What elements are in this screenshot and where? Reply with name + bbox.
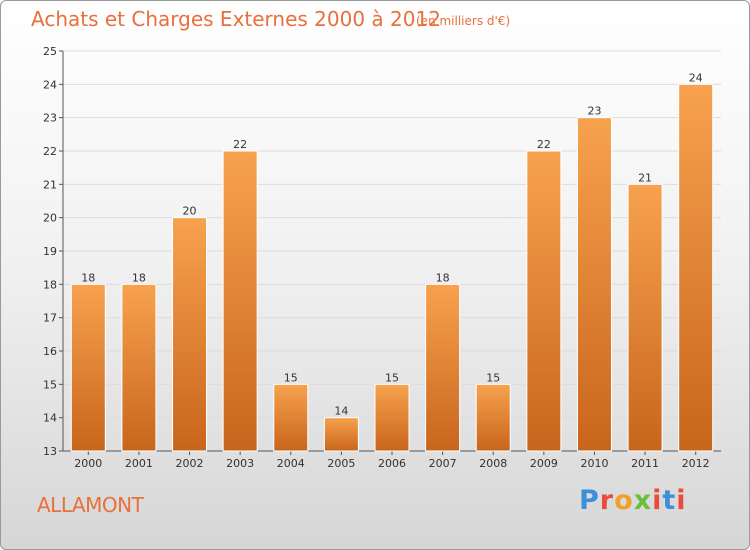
data-label-2003: 22 <box>233 138 247 151</box>
bar-2012 <box>678 83 714 452</box>
bar-2007 <box>425 283 461 452</box>
y-tick-label: 13 <box>43 445 57 458</box>
bar-2006 <box>374 383 410 452</box>
data-label-2001: 18 <box>132 271 146 284</box>
chart-title: Achats et Charges Externes 2000 à 2012 <box>31 7 441 31</box>
x-tick-label-2002: 2002 <box>176 457 204 470</box>
data-label-2012: 24 <box>689 71 703 84</box>
data-label-2006: 15 <box>385 371 399 384</box>
x-tick-label-2001: 2001 <box>125 457 153 470</box>
x-tick-label-2008: 2008 <box>479 457 507 470</box>
bar-2010 <box>576 117 612 452</box>
x-tick-label-2010: 2010 <box>580 457 608 470</box>
y-tick-label: 24 <box>43 78 57 91</box>
data-label-2009: 22 <box>537 138 551 151</box>
x-tick-label-2005: 2005 <box>327 457 355 470</box>
x-tick-label-2007: 2007 <box>429 457 457 470</box>
y-tick-label: 21 <box>43 178 57 191</box>
x-tick-label-2000: 2000 <box>74 457 102 470</box>
x-tick-label-2006: 2006 <box>378 457 406 470</box>
data-label-2000: 18 <box>81 271 95 284</box>
y-tick-label: 19 <box>43 245 57 258</box>
commune-name: ALLAMONT <box>37 493 144 517</box>
y-tick-label: 18 <box>43 278 57 291</box>
bar-2008 <box>475 383 511 452</box>
bar-2004 <box>273 383 309 452</box>
proxiti-logo[interactable]: Proxiti <box>579 485 687 516</box>
bar-2009 <box>526 150 562 452</box>
data-label-2005: 14 <box>334 405 348 418</box>
data-label-2008: 15 <box>486 371 500 384</box>
data-label-2011: 21 <box>638 171 652 184</box>
y-tick-label: 25 <box>43 45 57 58</box>
y-tick-label: 17 <box>43 312 57 325</box>
data-label-2002: 20 <box>183 205 197 218</box>
x-tick-label-2009: 2009 <box>530 457 558 470</box>
y-tick-label: 22 <box>43 145 57 158</box>
bar-2002 <box>172 217 208 452</box>
bar-2001 <box>121 283 157 452</box>
bar-2011 <box>627 183 663 452</box>
bar-2005 <box>323 417 359 452</box>
bar-2000 <box>70 283 106 452</box>
y-tick-label: 15 <box>43 378 57 391</box>
y-tick-label: 14 <box>43 412 57 425</box>
x-tick-label-2004: 2004 <box>277 457 305 470</box>
data-label-2004: 15 <box>284 371 298 384</box>
y-tick-label: 20 <box>43 212 57 225</box>
axes: 13 14 15 16 17 18 19 20 21 22 23 24 25 2000 2001 2002 20… <box>43 45 721 470</box>
data-labels: 18 18 20 22 15 14 15 18 15 22 23 21 24 <box>81 71 702 417</box>
data-label-2007: 18 <box>436 271 450 284</box>
y-tick-label: 16 <box>43 345 57 358</box>
x-tick-label-2012: 2012 <box>682 457 710 470</box>
y-tick-label: 23 <box>43 112 57 125</box>
data-label-2010: 23 <box>587 105 601 118</box>
chart-subtitle: (en milliers d'€) <box>416 14 511 28</box>
bars <box>70 83 714 452</box>
x-tick-label-2003: 2003 <box>226 457 254 470</box>
bar-2003 <box>222 150 258 452</box>
x-tick-label-2011: 2011 <box>631 457 659 470</box>
